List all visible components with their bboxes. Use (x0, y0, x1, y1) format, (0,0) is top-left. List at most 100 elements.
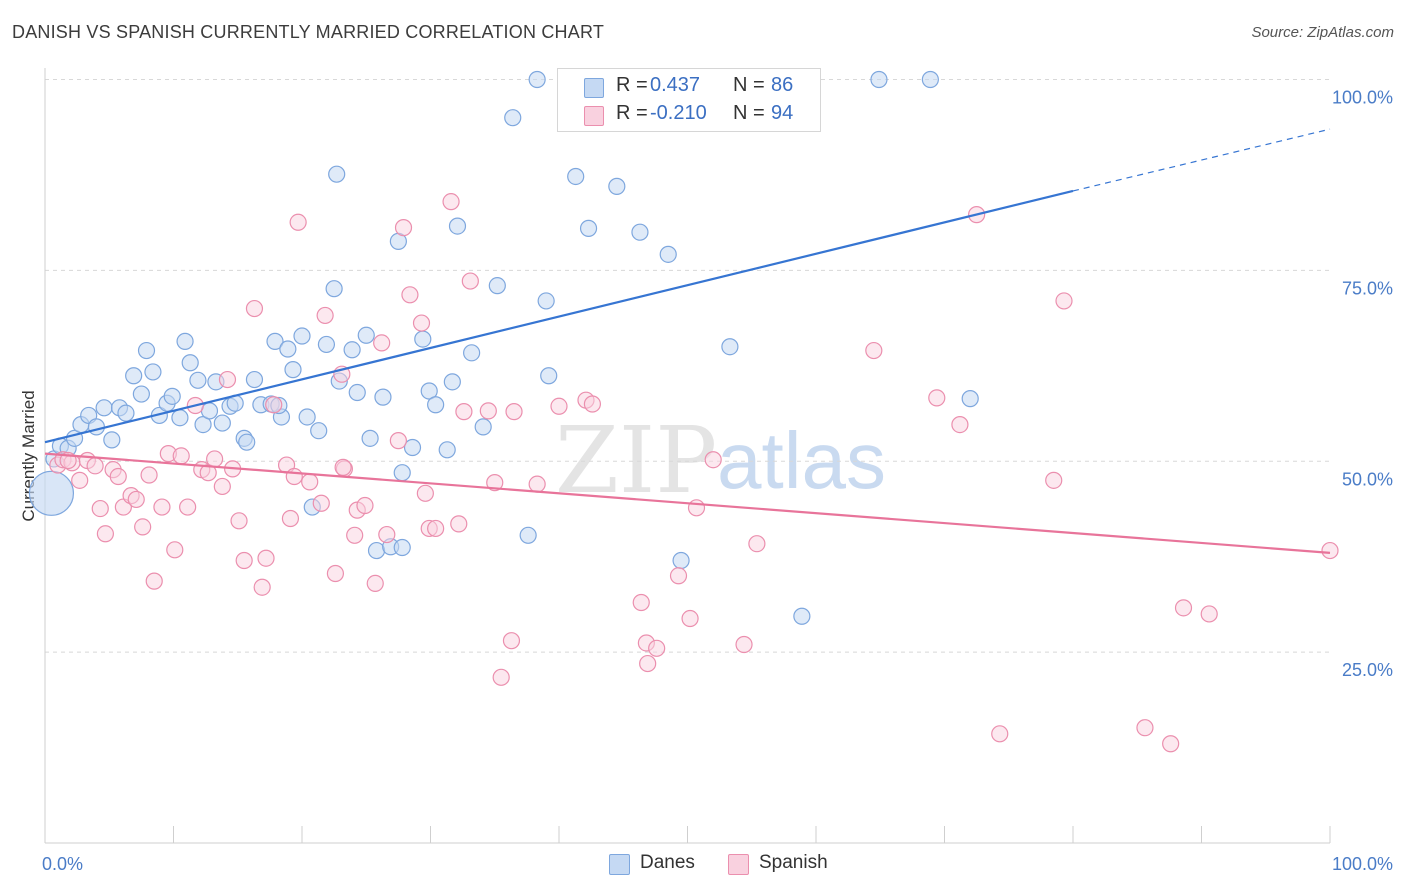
y-tick-labels: 25.0% 50.0% 75.0% 100.0% (1332, 88, 1393, 681)
spanish-point (166, 541, 184, 559)
danes-point (361, 429, 379, 447)
spanish-point (486, 474, 504, 492)
spanish-legend-swatch (728, 854, 749, 875)
spanish-point (455, 403, 473, 421)
spanish-point (285, 467, 303, 486)
danes-point (567, 167, 585, 186)
danes-point (144, 363, 162, 381)
spanish-point (206, 450, 224, 468)
spanish-point (704, 451, 722, 469)
spanish-point (253, 578, 271, 596)
spanish-point (442, 193, 460, 211)
spanish-point (334, 458, 352, 476)
spanish-point (230, 512, 248, 530)
x-tick-label: 0.0% (42, 854, 83, 874)
danes-point (189, 371, 207, 389)
spanish-point (153, 498, 171, 516)
spanish-point (366, 574, 384, 593)
danes-point (87, 418, 106, 436)
source-note: Source: ZipAtlas.com (1251, 24, 1394, 41)
spanish-points (49, 193, 1339, 753)
danes-point (463, 344, 481, 362)
y-tick-label: 100.0% (1332, 88, 1393, 108)
spanish-point (479, 402, 497, 420)
spanish-point (632, 593, 650, 612)
spanish-point (928, 389, 946, 407)
danes-point (171, 409, 189, 427)
danes-point (393, 464, 411, 482)
danes-swatch (584, 78, 604, 98)
spanish-point (389, 432, 407, 450)
danes-point (438, 441, 456, 459)
spanish-point (134, 518, 152, 536)
danes-point (125, 367, 143, 385)
danes-legend-label: Danes (640, 852, 695, 873)
spanish-point (245, 299, 264, 318)
spanish-point (394, 219, 413, 237)
spanish-point (1136, 719, 1154, 737)
spanish-point (312, 494, 330, 512)
danes-point (245, 370, 264, 389)
danes-point (403, 438, 422, 457)
spanish-point (109, 467, 127, 486)
spanish-point (639, 654, 657, 673)
danes-point (443, 373, 461, 391)
watermark-atlas: atlas (717, 416, 886, 505)
legend-n-label: N = (733, 74, 765, 96)
danes-point (414, 330, 432, 348)
spanish-point (289, 213, 307, 231)
spanish-point (991, 725, 1009, 743)
danes-trend-line (44, 189, 1074, 444)
spanish-point (356, 496, 374, 515)
spanish-point (326, 564, 345, 583)
spanish-point (373, 334, 391, 352)
legend-row-danes: R = 0.437 N = 86 (558, 72, 820, 100)
spanish-point (213, 477, 231, 496)
danes-point (298, 408, 316, 426)
danes-point (537, 292, 555, 310)
spanish-point (1045, 471, 1063, 489)
spanish-point (687, 499, 706, 517)
danes-point (393, 538, 411, 557)
danes-legend-swatch (609, 854, 630, 875)
danes-point (95, 399, 113, 417)
danes-point (310, 422, 328, 440)
spanish-point (301, 473, 319, 491)
danes-point (117, 404, 135, 422)
y-tick-label: 50.0% (1342, 469, 1393, 489)
spanish-point (550, 397, 568, 415)
danes-trend-extension (1072, 128, 1331, 192)
spanish-point (648, 639, 666, 657)
danes-point (519, 526, 537, 544)
x-tick-labels: 0.0% 100.0% (42, 854, 1393, 874)
spanish-point (257, 549, 275, 567)
danes-point (374, 388, 392, 406)
danes-point (103, 431, 121, 449)
spanish-point (1200, 605, 1218, 623)
danes-point (28, 470, 75, 516)
grid-lines (45, 79, 1330, 653)
spanish-trend-line (44, 452, 1331, 554)
legend-r-value-spanish: -0.210 (650, 102, 707, 124)
danes-point (870, 70, 888, 89)
spanish-point (235, 551, 253, 570)
danes-point (488, 277, 506, 295)
spanish-point (502, 632, 521, 650)
danes-point (213, 414, 231, 432)
danes-point (343, 341, 361, 359)
spanish-point (378, 525, 396, 544)
danes-point (961, 390, 979, 408)
danes-point (427, 396, 445, 414)
spanish-point (1174, 599, 1193, 617)
danes-point (474, 418, 492, 436)
spanish-point (583, 395, 602, 413)
legend-n-label: N = (733, 102, 765, 124)
danes-point (448, 217, 467, 235)
danes-point (238, 433, 256, 451)
spanish-point (735, 635, 753, 654)
correlation-legend: R = 0.437 N = 86 R = -0.210 N = 94 (557, 68, 821, 132)
spanish-point (127, 490, 145, 509)
danes-point (357, 326, 375, 344)
y-tick-label: 75.0% (1342, 278, 1393, 298)
